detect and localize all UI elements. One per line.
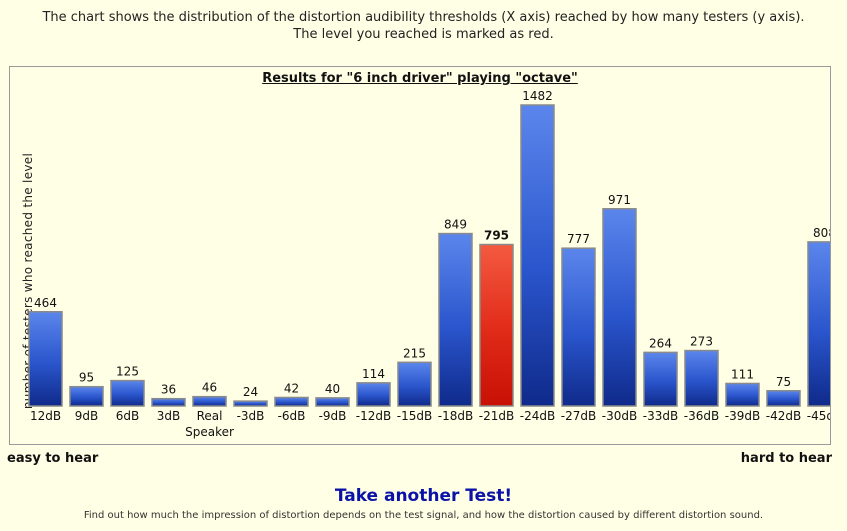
x-tick-label: -15dB <box>397 409 432 423</box>
x-tick-label: -42dB <box>766 409 801 423</box>
chart-panel: Results for "6 inch driver" playing "oct… <box>9 66 831 445</box>
value-label: 95 <box>79 371 94 385</box>
take-another-test-link[interactable]: Take another Test! <box>334 486 513 506</box>
x-tick-label: 3dB <box>157 409 180 423</box>
bar--6db <box>274 396 309 407</box>
x-tick-label: 12dB <box>30 409 61 423</box>
value-label: 36 <box>161 383 176 397</box>
value-label: 849 <box>444 218 467 232</box>
value-label: 464 <box>34 296 57 310</box>
x-tick-label: -27dB <box>561 409 596 423</box>
value-label: 795 <box>484 229 509 243</box>
footnote: Find out how much the impression of dist… <box>83 510 764 521</box>
x-tick-label: -18dB <box>438 409 473 423</box>
x-tick-label: -24dB <box>520 409 555 423</box>
bar--39db <box>725 382 760 407</box>
value-label: 125 <box>116 365 139 379</box>
x-tick-label: 6dB <box>116 409 139 423</box>
value-label: 42 <box>284 381 299 395</box>
value-label: 215 <box>403 346 426 360</box>
x-tick-label: -36dB <box>684 409 719 423</box>
bar--45db <box>807 241 830 407</box>
bar--27db <box>561 247 596 407</box>
intro-line-1: The chart shows the distribution of the … <box>42 10 805 25</box>
value-label: 777 <box>567 232 590 246</box>
value-label: 808 <box>813 226 830 240</box>
bar--18db <box>438 232 473 407</box>
bar--15db <box>397 361 432 407</box>
x-tick-label: -9dB <box>319 409 347 423</box>
value-label: 114 <box>362 367 385 381</box>
bar-12db <box>28 311 63 407</box>
value-label: 1482 <box>522 89 553 103</box>
x-tick-label: -33dB <box>643 409 678 423</box>
value-label: 971 <box>608 193 631 207</box>
bar-real-speaker <box>192 395 227 407</box>
intro-text: The chart shows the distribution of the … <box>0 9 847 43</box>
x-tick-label: -12dB <box>356 409 391 423</box>
bar--12db <box>356 382 391 407</box>
bar-9db <box>69 385 104 407</box>
value-label: 40 <box>325 382 340 396</box>
hard-to-hear-label: hard to hear <box>740 451 832 466</box>
value-label: 24 <box>243 385 258 399</box>
chart-title: Results for "6 inch driver" playing "oct… <box>262 71 578 86</box>
bar--42db <box>766 390 801 407</box>
value-label: 111 <box>731 367 754 381</box>
intro-line-2: The level you reached is marked as red. <box>293 27 554 42</box>
bar--36db <box>684 349 719 407</box>
bar--24db <box>520 104 555 407</box>
x-tick-label: -39dB <box>725 409 760 423</box>
bar--30db <box>602 208 637 407</box>
bar-6db <box>110 379 145 407</box>
bar-chart: 464 12dB 95 9dB 125 6dB 36 3dB 46 Real Speaker 24 -3… <box>28 89 830 439</box>
bar--9db <box>315 397 350 407</box>
bar--3db <box>233 400 268 407</box>
value-label: 75 <box>776 375 791 389</box>
x-tick-label: Real Speaker <box>185 409 234 439</box>
bar--33db <box>643 351 678 407</box>
value-label: 264 <box>649 336 672 350</box>
x-tick-label: -6dB <box>278 409 306 423</box>
bar-3db <box>151 397 186 407</box>
value-label: 46 <box>202 381 217 395</box>
x-tick-label: 9dB <box>75 409 98 423</box>
easy-to-hear-label: easy to hear <box>7 451 99 466</box>
value-label: 273 <box>690 335 713 349</box>
bar--21db <box>479 243 514 407</box>
x-tick-label: -30dB <box>602 409 637 423</box>
x-tick-label: -45dB <box>807 409 830 423</box>
x-tick-label: -3dB <box>237 409 265 423</box>
x-tick-label: -21dB <box>479 409 514 423</box>
